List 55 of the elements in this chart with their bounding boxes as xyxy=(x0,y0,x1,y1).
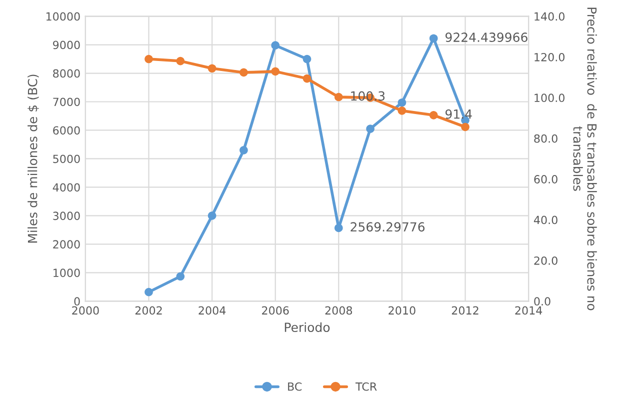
point xyxy=(302,54,312,64)
y2-axis-title: Precio relativo de Bs transables sobre bienes no transables xyxy=(573,8,597,310)
point xyxy=(334,224,343,232)
point xyxy=(398,98,406,107)
point xyxy=(240,146,248,154)
point xyxy=(144,54,153,64)
y-tick-label: 0 xyxy=(74,297,80,306)
y2-tick-label: 40.0 xyxy=(534,216,558,224)
point xyxy=(429,111,438,120)
y-tick-label: 9000 xyxy=(53,40,80,50)
x-axis-title: Periodo xyxy=(284,322,330,332)
legend-label: TCR xyxy=(355,382,377,391)
point xyxy=(176,56,185,66)
point xyxy=(240,68,248,77)
x-tick-label: 2004 xyxy=(198,306,226,315)
point xyxy=(144,288,153,296)
x-tick-label: 2014 xyxy=(515,306,542,315)
y2-tick-label: 120.0 xyxy=(534,52,564,62)
point xyxy=(334,92,343,102)
y2-tick-label: 0.0 xyxy=(534,297,550,306)
x-tick-label: 2008 xyxy=(325,306,352,315)
y2-tick-label: 20.0 xyxy=(534,256,558,265)
y-tick-label: 6000 xyxy=(53,126,80,135)
x-tick-label: 2006 xyxy=(262,306,289,315)
y-tick-label: 2000 xyxy=(53,240,80,249)
data-label: 2569.29776 xyxy=(350,222,425,232)
point xyxy=(429,34,438,43)
x-tick-label: 2000 xyxy=(72,306,99,315)
data-label: 9224.439966 xyxy=(446,32,528,42)
y-tick-label: 4000 xyxy=(52,183,80,192)
y-tick-label: 7000 xyxy=(53,98,80,106)
point xyxy=(461,122,470,132)
point xyxy=(398,106,406,115)
point xyxy=(208,212,216,220)
y2-tick-label: 80.0 xyxy=(534,134,558,143)
x-tick-label: 2012 xyxy=(452,306,478,315)
point xyxy=(271,67,280,76)
legend-label: BC xyxy=(288,382,302,391)
y2-tick-label: 100.0 xyxy=(534,94,564,102)
y-axis-title: Miles de millones de $ (BC) xyxy=(28,74,39,243)
point xyxy=(366,124,374,133)
data-label: 100.3 xyxy=(351,91,385,101)
y-tick-label: 1000 xyxy=(54,268,80,278)
point xyxy=(176,272,185,281)
point xyxy=(208,64,216,73)
y2-tick-label: 60.0 xyxy=(534,175,558,184)
x-tick-label: 2002 xyxy=(135,306,162,315)
x-tick-label: 2010 xyxy=(388,306,416,315)
point xyxy=(271,41,280,50)
y-tick-label: 5000 xyxy=(53,154,80,164)
point xyxy=(302,74,312,83)
y2-tick-label: 140.0 xyxy=(534,12,564,21)
y-tick-label: 10000 xyxy=(46,12,80,21)
y-tick-label: 8000 xyxy=(53,69,80,78)
y-tick-label: 3000 xyxy=(53,212,80,220)
